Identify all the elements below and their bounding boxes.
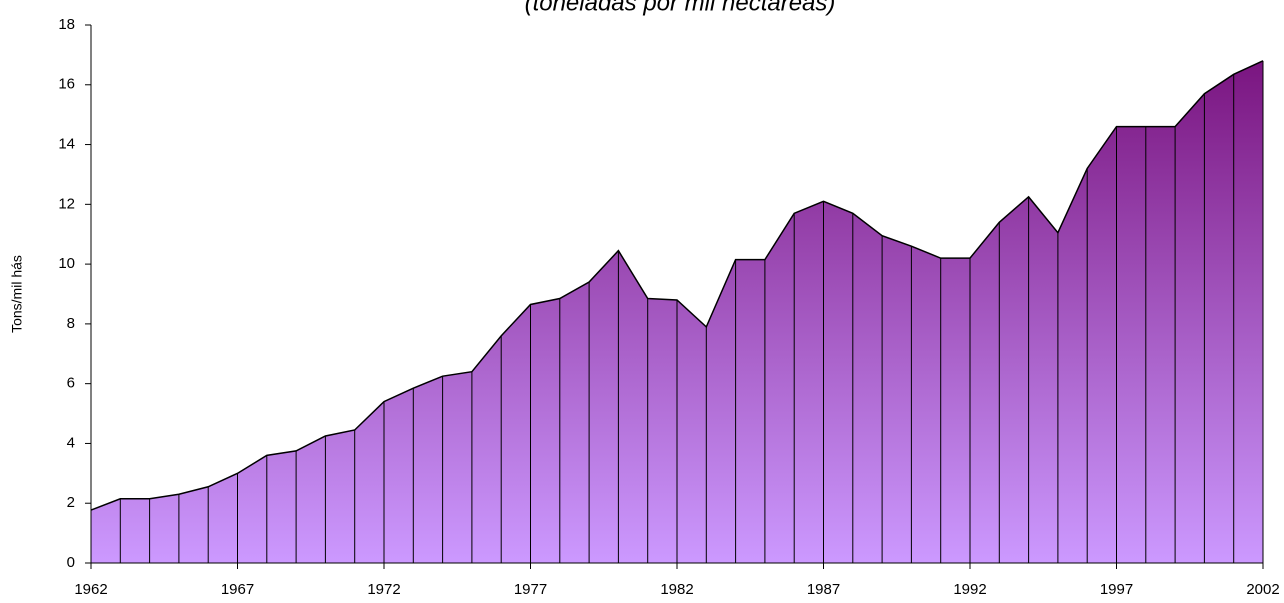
y-tick-label: 10 <box>58 255 75 272</box>
y-tick-label: 6 <box>67 375 75 392</box>
x-tick-label: 1962 <box>74 581 107 598</box>
y-tick-label: 12 <box>58 195 75 212</box>
y-tick-label: 8 <box>67 315 75 332</box>
x-tick-label: 1977 <box>514 581 547 598</box>
x-tick-label: 1992 <box>953 581 986 598</box>
x-tick-label: 1982 <box>660 581 693 598</box>
y-tick-label: 14 <box>58 136 75 153</box>
y-axis-label: Tons/mil hás <box>9 255 25 333</box>
y-tick-label: 2 <box>67 494 75 511</box>
x-tick-label: 1972 <box>367 581 400 598</box>
x-tick-label: 1987 <box>807 581 840 598</box>
y-tick-label: 18 <box>58 16 75 33</box>
line <box>90 60 1264 511</box>
y-tick-label: 16 <box>58 76 75 93</box>
y-tick-label: 0 <box>67 554 75 571</box>
x-tick-label: 1997 <box>1100 581 1133 598</box>
chart-subtitle: (toneladas por mil hectareas) <box>525 0 836 16</box>
x-tick-label: 1967 <box>221 581 254 598</box>
y-tick-label: 4 <box>67 434 75 451</box>
x-tick-label: 2002 <box>1246 581 1279 598</box>
